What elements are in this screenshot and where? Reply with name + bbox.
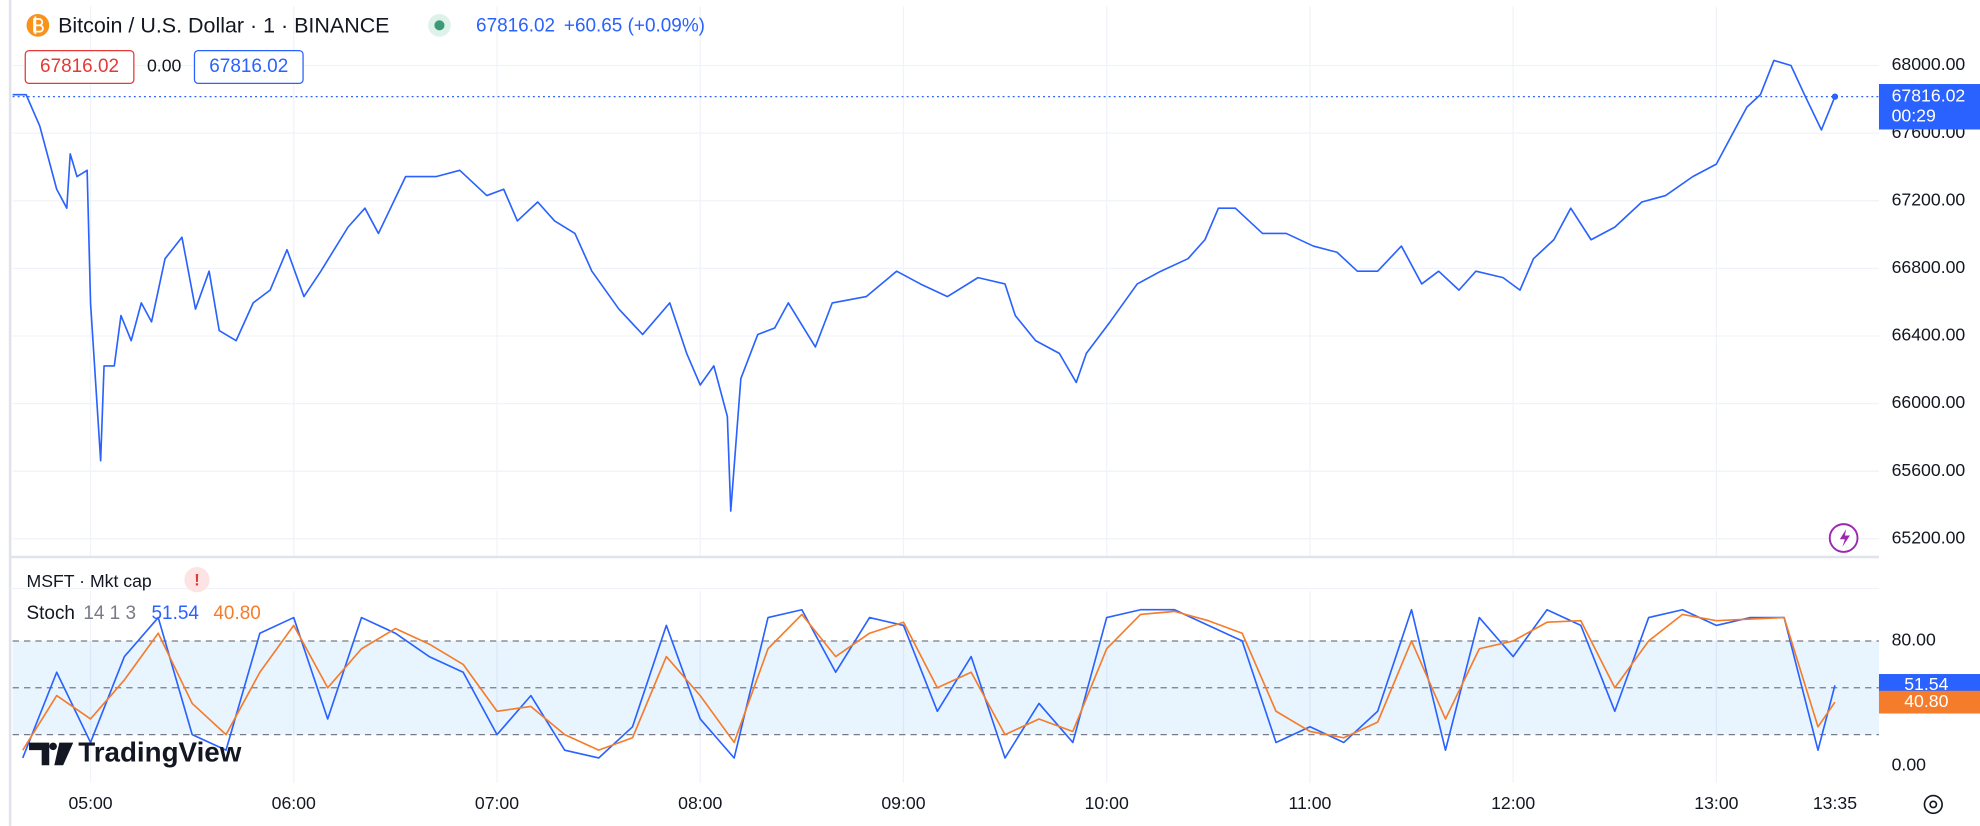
last-price-label: 67816.02 (1892, 85, 1966, 105)
last-value-label: 40.80 (1904, 691, 1948, 711)
symbol-title[interactable]: Bitcoin / U.S. Dollar · 1 · BINANCE (58, 13, 389, 37)
x-tick-label: 08:00 (678, 793, 722, 813)
pane-title[interactable]: MSFT · Mkt cap (27, 571, 152, 591)
y-tick-label: 65200.00 (1892, 527, 1966, 547)
x-tick-label: 13:35 (1813, 793, 1857, 813)
buy-box[interactable] (193, 49, 304, 85)
y-tick-label: 0.00 (1892, 754, 1927, 774)
indicator-params: 14 1 3 (83, 603, 136, 624)
y-tick-label: 66000.00 (1892, 392, 1966, 412)
indicator-title[interactable]: Stoch (27, 603, 75, 624)
y-tick-label: 66800.00 (1892, 257, 1966, 277)
price-change: +60.65 (+0.09%) (564, 16, 705, 37)
settings-button[interactable] (1923, 794, 1943, 815)
d-legend: 40.80 (213, 603, 260, 624)
sell-price: 67816.02 (40, 56, 119, 77)
k-legend: 51.54 (152, 603, 199, 624)
last-price-box (1878, 84, 1980, 130)
countdown: 00:29 (1892, 106, 1936, 126)
x-tick-label: 06:00 (272, 793, 316, 813)
spread: 0.00 (147, 56, 182, 76)
x-tick-label: 10:00 (1085, 793, 1129, 813)
header-price: 67816.02 +60.65 (+0.09%) (476, 16, 705, 37)
y-tick-label: 66400.00 (1892, 325, 1966, 345)
symbol-glyph (33, 16, 44, 35)
marks (12, 59, 1879, 759)
market-status-dot (434, 20, 445, 31)
y-tick-label: 80.00 (1892, 630, 1936, 650)
warning-badge[interactable] (184, 567, 210, 593)
settings-icon (1929, 800, 1938, 809)
y-tick-label: 68000.00 (1892, 54, 1966, 74)
series-line (21, 608, 1836, 759)
x-tick-label: 09:00 (881, 793, 925, 813)
watermark: TradingView (78, 736, 241, 767)
x-tick-label: 12:00 (1491, 793, 1535, 813)
series-line (22, 610, 1836, 751)
labels: 65200.00 65600.00 66000.00 66400.00 66800.00… (68, 54, 1980, 813)
last-value-box (1878, 690, 1980, 714)
sell-box[interactable] (24, 49, 135, 85)
x-tick-label: 07:00 (475, 793, 519, 813)
x-tick-label: 11:00 (1288, 793, 1331, 813)
last-value-label: 51.54 (1904, 674, 1948, 694)
x-tick-label: 13:00 (1694, 793, 1738, 813)
grid (12, 6, 1879, 783)
alert-icon (1839, 529, 1850, 547)
buy-price: 67816.02 (209, 56, 288, 77)
y-tick-label: 65600.00 (1892, 460, 1966, 480)
series-line (12, 59, 1836, 512)
warning-text: ! (194, 571, 199, 589)
x-tick-label: 05:00 (68, 793, 112, 813)
y-tick-label: 67200.00 (1892, 189, 1966, 209)
last-price-dot (1831, 93, 1839, 100)
logo-mark (29, 742, 74, 766)
last-price: 67816.02 (476, 16, 555, 37)
